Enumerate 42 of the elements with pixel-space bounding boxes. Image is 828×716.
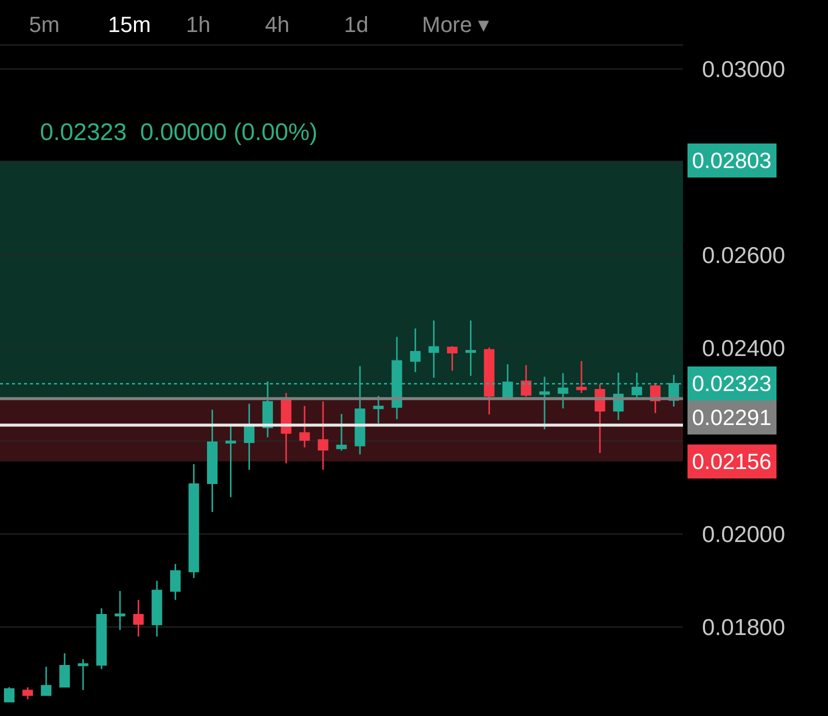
candlestick <box>318 400 328 470</box>
text: 15m <box>108 12 151 37</box>
text: 1d <box>344 12 368 37</box>
candlestick <box>373 395 384 424</box>
candlestick <box>280 392 292 464</box>
candlestick <box>22 686 33 700</box>
candlestick <box>484 346 494 416</box>
y-tick-label: 0.01800 <box>702 614 786 640</box>
band-label: 0.02156 <box>692 449 772 474</box>
text: 1h <box>186 12 210 37</box>
candlestick <box>520 364 532 398</box>
candlestick <box>114 590 126 631</box>
candlestick <box>446 345 458 372</box>
candlestick <box>78 658 88 691</box>
y-tick-label: 0.02000 <box>702 520 786 547</box>
text: 0.02323 0.00000 (0.00%) <box>40 119 318 146</box>
candlestick <box>244 402 254 470</box>
candlestick <box>59 652 70 688</box>
candlestick <box>207 409 218 513</box>
candlestick <box>465 320 476 377</box>
y-tick-label: 0.02400 <box>702 335 786 362</box>
candlestick <box>152 580 162 638</box>
candlestick <box>576 360 587 394</box>
candlestick <box>133 599 144 638</box>
y-tick-label: 0.03000 <box>702 56 786 82</box>
candlestick <box>225 425 236 498</box>
candlestick <box>40 666 52 696</box>
y-tick-label: 0.02600 <box>702 242 786 268</box>
candlestick <box>96 607 107 670</box>
candlestick <box>299 405 310 448</box>
candlestick <box>410 328 421 373</box>
candlestick <box>188 463 200 579</box>
candlestick <box>336 413 347 452</box>
band-label: 0.02803 <box>692 148 772 173</box>
text: More ▾ <box>422 12 490 37</box>
candlestick <box>4 686 14 702</box>
text: 4h <box>265 12 290 37</box>
candlestick <box>170 563 181 601</box>
ref-line-label: 0.02323 <box>692 371 772 396</box>
ref-line-label: 0.02291 <box>692 405 772 430</box>
text: 5m <box>29 12 60 37</box>
candlestick <box>428 320 440 378</box>
